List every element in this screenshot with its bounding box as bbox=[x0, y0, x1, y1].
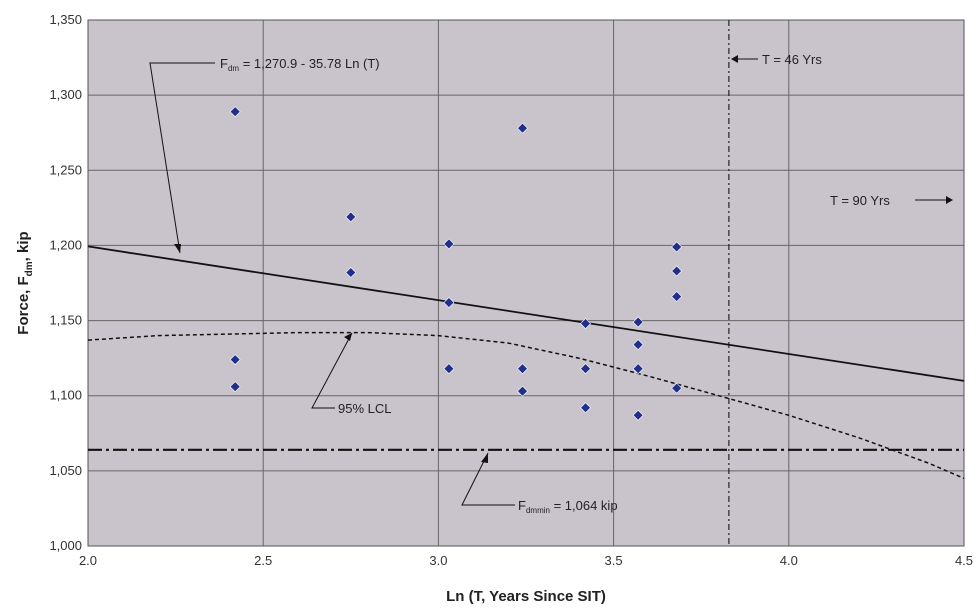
lcl-leader bbox=[311, 332, 353, 409]
data-point bbox=[517, 385, 528, 397]
t90-label: T = 90 Yrs bbox=[830, 193, 890, 208]
y-tick-label: 1,350 bbox=[49, 12, 82, 27]
t46-label: T = 46 Yrs bbox=[762, 52, 822, 67]
data-point bbox=[671, 291, 683, 302]
data-point bbox=[671, 241, 683, 253]
y-tick-labels: 1,000 1,050 1,100 1,150 1,200 1,250 1,300 1,350 bbox=[49, 12, 82, 553]
equation-label-post: = 1,270.9 - 35.78 Ln (T) bbox=[239, 56, 380, 71]
y-tick-label: 1,100 bbox=[49, 388, 82, 403]
equation-label: Fdm = 1,270.9 - 35.78 Ln (T) bbox=[220, 56, 380, 73]
data-point bbox=[517, 363, 528, 375]
data-point bbox=[632, 363, 644, 375]
data-point bbox=[229, 354, 241, 366]
equation-arrowhead bbox=[174, 244, 181, 253]
equation-leader bbox=[149, 62, 215, 254]
data-point bbox=[345, 211, 357, 223]
data-point bbox=[632, 409, 644, 421]
fmin-arrowhead bbox=[481, 453, 488, 463]
data-point bbox=[443, 363, 455, 375]
data-point bbox=[517, 122, 528, 134]
annotations: Fdm = 1,270.9 - 35.78 Ln (T) 95% LCL Fdmmi… bbox=[149, 52, 953, 515]
data-point bbox=[229, 106, 241, 118]
data-point bbox=[671, 265, 683, 277]
t90-arrowhead bbox=[946, 196, 953, 204]
x-tick-labels: 2.0 2.5 3.0 3.5 4.0 4.5 bbox=[79, 553, 973, 568]
regression-line bbox=[87, 245, 965, 382]
y-tick-label: 1,000 bbox=[49, 538, 82, 553]
t46-arrowhead bbox=[731, 55, 738, 63]
data-point bbox=[229, 381, 241, 393]
y-axis-label-post: , kip bbox=[15, 231, 32, 261]
equation-label-pre: F bbox=[220, 56, 228, 71]
series bbox=[87, 20, 965, 546]
fmin-label-pre: F bbox=[518, 498, 526, 513]
fmin-label-sub: dmmin bbox=[526, 506, 550, 515]
x-tick-label: 2.5 bbox=[254, 553, 272, 568]
fmin-label-post: = 1,064 kip bbox=[550, 498, 618, 513]
x-tick-label: 2.0 bbox=[79, 553, 97, 568]
lcl-arrowhead bbox=[344, 333, 352, 341]
x-tick-label: 3.5 bbox=[605, 553, 623, 568]
x-tick-label: 3.0 bbox=[429, 553, 447, 568]
data-point bbox=[443, 297, 455, 308]
y-axis-label-pre: Force, F bbox=[15, 276, 32, 334]
y-axis-label: Force, Fdm, kip bbox=[15, 231, 35, 334]
x-axis-label: Ln (T, Years Since SIT) bbox=[446, 588, 606, 605]
y-tick-label: 1,250 bbox=[49, 162, 82, 177]
x-tick-label: 4.0 bbox=[780, 553, 798, 568]
equation-label-sub: dm bbox=[228, 64, 239, 73]
data-point bbox=[580, 318, 591, 330]
y-axis-label-sub: dm bbox=[24, 261, 35, 276]
lcl-curve bbox=[87, 331, 965, 480]
data-point bbox=[443, 238, 455, 250]
y-tick-label: 1,150 bbox=[49, 313, 82, 328]
data-point bbox=[632, 339, 644, 351]
data-point bbox=[580, 363, 591, 375]
fmin-label: Fdmmin = 1,064 kip bbox=[518, 498, 618, 515]
y-tick-label: 1,300 bbox=[49, 87, 82, 102]
y-tick-label: 1,200 bbox=[49, 237, 82, 252]
data-point bbox=[345, 267, 357, 278]
data-point bbox=[632, 316, 644, 328]
y-tick-label: 1,050 bbox=[49, 463, 82, 478]
data-point bbox=[671, 382, 683, 394]
lcl-label: 95% LCL bbox=[338, 401, 391, 416]
plot-area bbox=[88, 20, 964, 546]
data-point bbox=[580, 402, 591, 414]
fmin-leader bbox=[461, 452, 515, 506]
plot-border bbox=[87, 19, 965, 547]
x-tick-label: 4.5 bbox=[955, 553, 973, 568]
